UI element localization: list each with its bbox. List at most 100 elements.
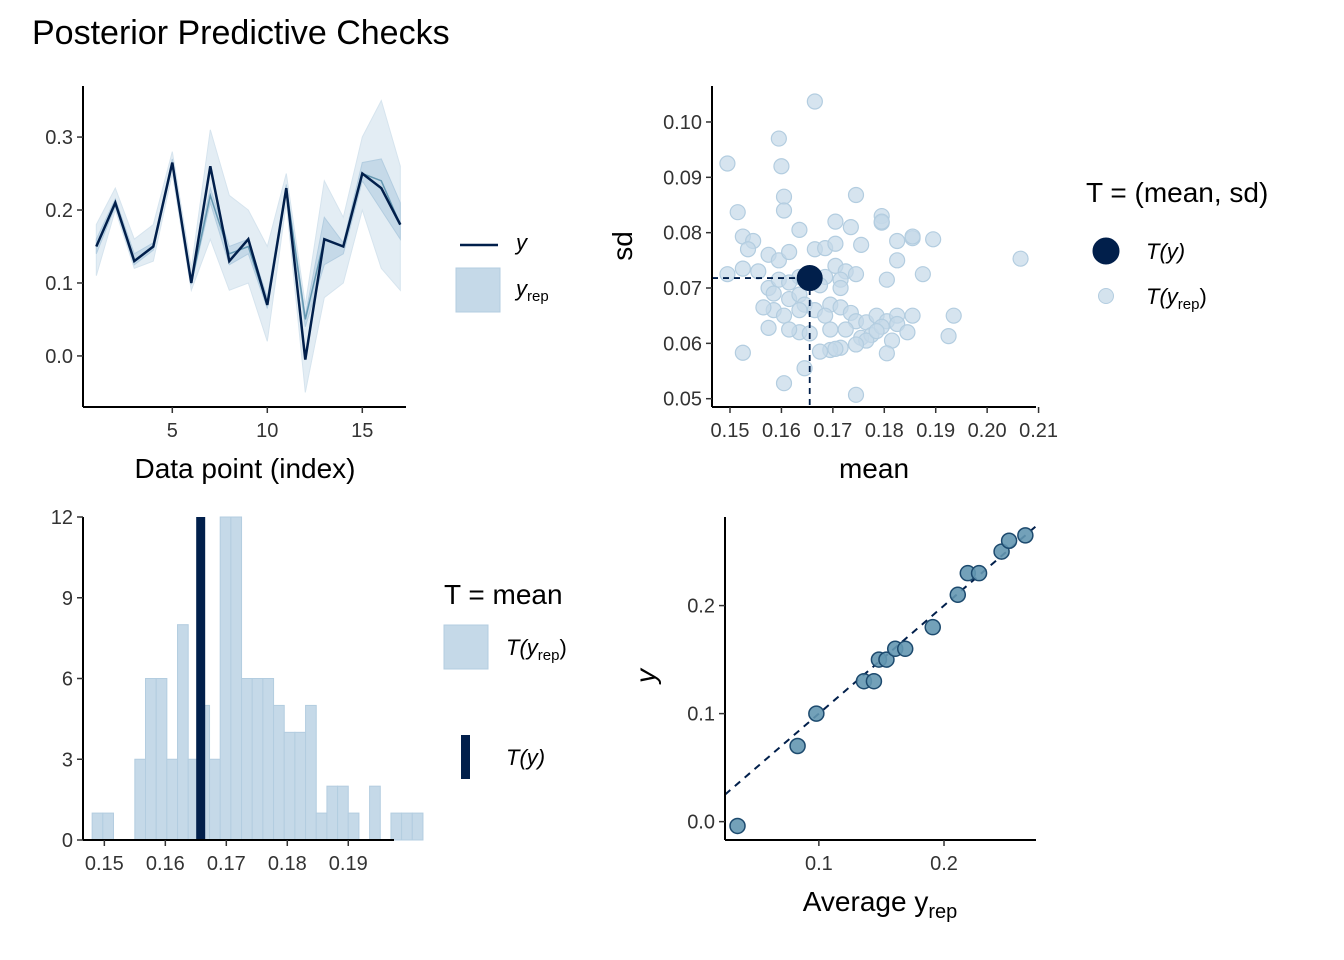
histogram-bar (262, 678, 275, 841)
replicate-point (878, 271, 895, 288)
replicate-point (914, 266, 931, 283)
avg-vs-y-x-tick-label: 0.1 (805, 853, 833, 875)
histogram-bar (390, 812, 403, 841)
histogram-bar (347, 812, 360, 841)
avg-vs-y-x-label-main: Average y (803, 886, 929, 917)
mean-sd-legend: T = (mean, sd) T(y) T(yrep) (1086, 177, 1268, 313)
histogram-x-tick-label: 0.18 (268, 853, 307, 875)
intervals-legend: y yrep (455, 230, 549, 313)
legend-ty-bar-key (461, 735, 470, 779)
mean-sd-x-tick-label: 0.20 (968, 420, 1007, 442)
histogram-y-tick-label: 6 (62, 669, 73, 691)
replicate-point (899, 324, 916, 341)
replicate-point (796, 360, 813, 377)
avg-vs-y-y-tick-label: 0.1 (687, 704, 715, 726)
mean-sd-plot-area: 0.05 0.06 0.07 0.08 0.09 0.10 0.15 0.16 0.17 0.18… (663, 86, 1058, 442)
replicate-point (760, 319, 777, 336)
avg-vs-y-y-tick-label: 0.0 (687, 812, 715, 834)
mean-sd-y-tick-label: 0.05 (663, 389, 702, 411)
avg-vs-y-plot-area: 0.0 0.1 0.2 0.1 0.2 (687, 517, 1037, 875)
average-point (789, 737, 806, 755)
legend-trep-sub: rep (538, 647, 560, 664)
replicate-point (811, 343, 829, 360)
intervals-panel: 0.0 0.1 0.2 0.3 5 10 15 Data point (index) y y… (45, 86, 549, 484)
legend-replicate-sub: rep (1178, 296, 1200, 313)
histogram-bar (411, 812, 424, 841)
replicate-point (940, 328, 957, 345)
histogram-bar (134, 758, 147, 841)
replicate-point (750, 263, 767, 280)
average-point (949, 586, 967, 604)
histogram-bar (241, 678, 253, 841)
histogram-bar (251, 678, 264, 841)
replicate-point (775, 375, 793, 392)
avg-vs-y-x-tick-label: 0.2 (930, 853, 958, 875)
replicate-point (734, 260, 751, 277)
mean-sd-y-tick-label: 0.08 (663, 223, 702, 245)
histogram-bar (177, 624, 189, 841)
average-point (970, 564, 988, 582)
replicate-point (791, 302, 808, 319)
histogram-legend: T = mean T(yrep) T(y) (443, 579, 567, 779)
replicate-point (827, 340, 844, 357)
mean-sd-y-tick-label: 0.10 (663, 112, 702, 134)
replicate-point (889, 252, 906, 269)
legend-replicate-main: T(y (1146, 284, 1180, 309)
histogram-x-tick-label: 0.19 (329, 853, 368, 875)
replicate-point (842, 219, 859, 236)
replicate-point (775, 188, 793, 205)
replicate-point (837, 321, 854, 338)
intervals-y-tick-label: 0.3 (45, 127, 73, 149)
histogram-bar (230, 516, 243, 841)
histogram-bar (166, 758, 179, 841)
intervals-x-tick-label: 5 (167, 420, 178, 442)
histogram-plot-area: 0 3 6 9 12 0.15 0.16 0.17 0.18 0.19 (51, 507, 424, 875)
replicate-point (822, 321, 839, 338)
average-point (878, 651, 895, 668)
histogram-bar (155, 678, 168, 841)
intervals-plot-area: 0.0 0.1 0.2 0.3 5 10 15 (45, 86, 406, 442)
histogram-bar (219, 516, 232, 841)
avg-vs-y-y-axis-label: y (630, 667, 661, 685)
replicate-point (734, 344, 751, 361)
average-point (896, 640, 914, 658)
replicate-point (904, 228, 921, 245)
replicate-point (925, 231, 942, 248)
replicate-point (945, 307, 962, 324)
replicate-point (827, 235, 844, 252)
mean-sd-x-tick-label: 0.17 (813, 420, 852, 442)
mean-sd-x-tick-label: 0.19 (916, 420, 955, 442)
legend-yrep-box-key (455, 267, 501, 313)
histogram-y-tick-label: 0 (62, 830, 73, 852)
histogram-bar (145, 678, 157, 841)
legend-yrep-main: y (514, 276, 529, 301)
mean-sd-legend-title: T = (mean, sd) (1086, 177, 1268, 208)
replicate-point (847, 186, 865, 204)
replicate-point (773, 158, 790, 175)
replicate-point (847, 336, 865, 353)
replicate-point (770, 130, 787, 147)
replicate-point (847, 266, 865, 283)
mean-sd-y-tick-label: 0.09 (663, 167, 702, 189)
legend-trep-box-key (443, 624, 489, 670)
mean-sd-x-tick-label: 0.18 (865, 420, 904, 442)
replicate-point (775, 307, 793, 324)
histogram-y-tick-label: 3 (62, 749, 73, 771)
mean-sd-y-axis-label: sd (607, 231, 638, 261)
legend-yrep-sub: rep (527, 288, 549, 305)
mean-sd-x-axis-label: mean (839, 453, 909, 484)
legend-replicate-point-key (1098, 288, 1114, 304)
mean-sd-y-tick-label: 0.06 (663, 333, 702, 355)
replicate-point (806, 93, 823, 110)
replicate-point (878, 345, 895, 362)
intervals-y-tick-label: 0.2 (45, 200, 73, 222)
replicate-point (781, 321, 798, 338)
legend-trep-main: T(y (506, 635, 540, 660)
histogram-x-tick-label: 0.15 (85, 853, 124, 875)
average-point (1017, 527, 1034, 544)
replicate-point (791, 221, 808, 238)
histogram-y-tick-label: 9 (62, 588, 73, 610)
mean-sd-x-tick-label: 0.16 (762, 420, 801, 442)
replicate-point (729, 204, 746, 221)
